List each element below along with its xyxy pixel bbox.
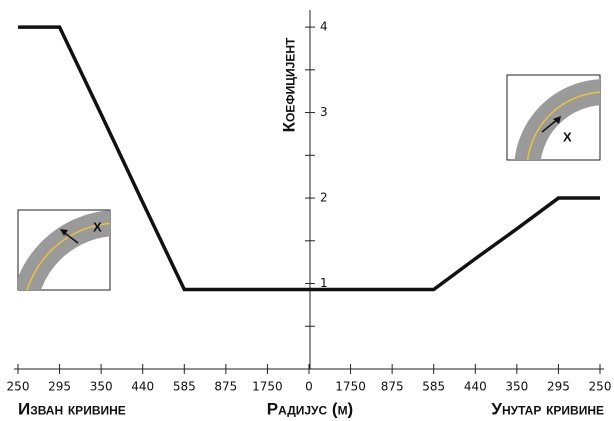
x-tick-label: 875 [214,380,237,394]
x-axis-label: Радијус (м) [267,399,353,418]
x-tick-label: 1750 [252,380,283,394]
x-tick-label: 250 [7,380,30,394]
x-tick-label: 585 [422,380,445,394]
inset-label: X [93,219,102,234]
x-tick-label: 1750 [335,380,366,394]
x-tick-label: 350 [90,380,113,394]
inset-outside-curve: X [17,209,111,291]
inset-label: X [563,129,572,144]
x-tick-label: 250 [589,380,612,394]
x-tick-label: 0 [305,380,313,394]
y-tick-label: 2 [320,191,328,205]
right-caption: Унутар кривине [491,399,604,418]
x-tick-label: 585 [173,380,196,394]
x-tick-label: 875 [381,380,404,394]
y-tick-label: 1 [320,276,328,290]
y-tick-label: 3 [320,105,328,119]
inset-inside-curve: X [506,74,601,161]
data-line [18,25,600,292]
x-tick-label: 440 [464,380,487,394]
left-caption: Изван кривине [18,399,126,418]
x-tick-label: 440 [131,380,154,394]
y-tick-label: 4 [320,20,328,34]
x-tick-label: 350 [505,380,528,394]
x-tick-label: 295 [48,380,71,394]
x-tick-label: 295 [547,380,570,394]
y-axis-label: Коефицијент [279,37,298,132]
